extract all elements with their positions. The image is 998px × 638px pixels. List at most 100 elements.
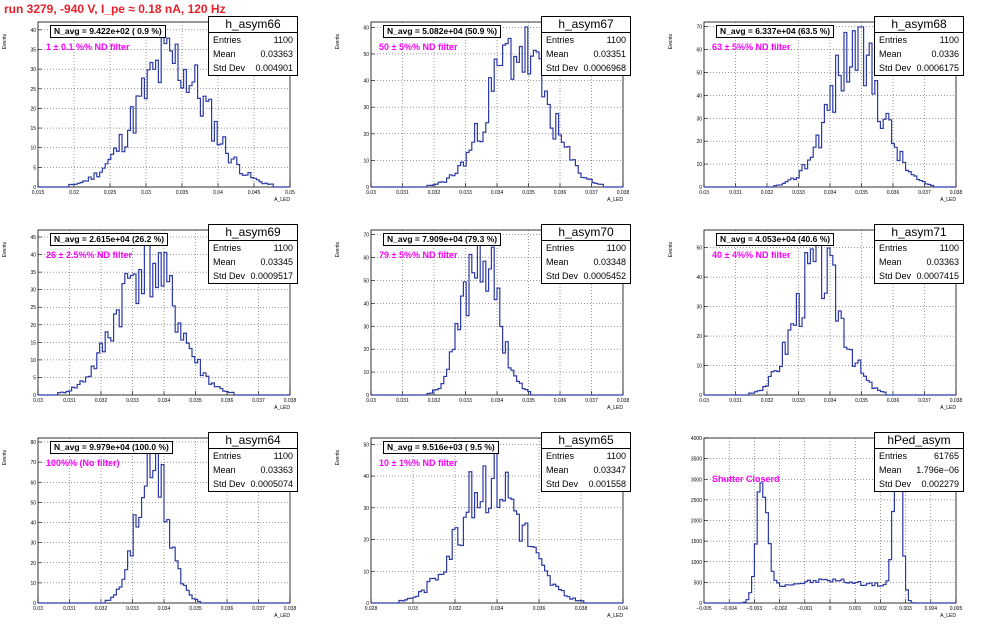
filter-label: 1 ± 0.1 %% ND filter bbox=[46, 42, 130, 52]
y-axis-label: Events bbox=[668, 34, 674, 50]
x-tick-label: 0.034 bbox=[491, 398, 504, 404]
stats-label-mean: Mean bbox=[546, 257, 569, 267]
navg-label: N_avg = 4.053e+04 (40.6 %) bbox=[716, 233, 835, 246]
x-tick-label: 0.037 bbox=[252, 606, 265, 612]
histogram-name: hPed_asym bbox=[875, 433, 963, 449]
x-tick-label: 0.03 bbox=[141, 190, 151, 196]
stats-box: h_asym70 Entries 1100 Mean 0.03348 Std Dev 0.0… bbox=[541, 224, 631, 284]
stats-row-entries: Entries 1100 bbox=[542, 449, 630, 463]
histogram-plot: 0.03 0.031 0.032 0.033 0.034 0.035 0.036 0.037 0… bbox=[668, 21, 963, 203]
y-axis-label: Events bbox=[2, 450, 8, 466]
y-tick-label: 35 bbox=[30, 48, 36, 54]
x-tick-label: 0.03 bbox=[366, 398, 376, 404]
run-title: run 3279, -940 V, I_pe ≈ 0.18 nA, 120 Hz bbox=[4, 2, 226, 16]
x-tick-label: 0.05 bbox=[285, 190, 295, 196]
histogram-name: h_asym71 bbox=[875, 225, 963, 241]
y-tick-label: 10 bbox=[30, 581, 36, 587]
y-tick-label: 2000 bbox=[691, 519, 702, 525]
navg-label: N_avg = 7.909e+04 (79.3 %) bbox=[383, 233, 502, 246]
y-tick-label: 0 bbox=[699, 393, 702, 399]
y-tick-label: 0 bbox=[366, 393, 369, 399]
stats-row-entries: Entries 1100 bbox=[542, 33, 630, 47]
panel-h-asym67: 0.03 0.031 0.032 0.033 0.034 0.035 0.036 0.037 0… bbox=[333, 14, 665, 222]
x-axis-label: A_LED bbox=[607, 197, 623, 203]
x-tick-label: 0.032 bbox=[449, 606, 462, 612]
stats-row-stddev: Std Dev 0.0005074 bbox=[209, 477, 297, 491]
stats-box: h_asym67 Entries 1100 Mean 0.03351 Std Dev 0.0… bbox=[541, 16, 631, 76]
y-tick-label: 40 bbox=[363, 301, 369, 307]
y-tick-label: 30 bbox=[363, 324, 369, 330]
histogram-line bbox=[704, 234, 956, 396]
stats-label-entries: Entries bbox=[879, 35, 908, 45]
stats-value-mean: 0.03345 bbox=[260, 257, 293, 267]
x-tick-label: −0.005 bbox=[696, 606, 712, 612]
y-tick-label: 10 bbox=[696, 162, 702, 168]
x-tick-label: 0.001 bbox=[849, 606, 862, 612]
x-tick-label: 0.038 bbox=[950, 398, 963, 404]
y-tick-label: 40 bbox=[696, 93, 702, 99]
panel-h-asym68: 0.03 0.031 0.032 0.033 0.034 0.035 0.036 0.037 0… bbox=[666, 14, 998, 222]
stats-row-mean: Mean 0.03345 bbox=[209, 255, 297, 269]
x-tick-label: 0.036 bbox=[554, 190, 567, 196]
y-tick-label: 20 bbox=[696, 334, 702, 340]
y-tick-label: 10 bbox=[363, 569, 369, 575]
y-tick-label: 60 bbox=[363, 256, 369, 262]
x-tick-label: 0.032 bbox=[428, 398, 441, 404]
x-tick-label: 0.031 bbox=[396, 190, 409, 196]
stats-value-stddev: 0.0007415 bbox=[916, 271, 959, 281]
x-tick-label: 0.032 bbox=[761, 398, 774, 404]
stats-value-mean: 0.03348 bbox=[593, 257, 626, 267]
navg-label: N_avg = 6.337e+04 (63.5 %) bbox=[716, 25, 835, 38]
histogram-line bbox=[371, 26, 623, 188]
stats-label-entries: Entries bbox=[879, 451, 908, 461]
stats-value-mean: 0.03351 bbox=[593, 49, 626, 59]
x-tick-label: 0.038 bbox=[950, 190, 963, 196]
x-tick-label: 0.032 bbox=[95, 398, 108, 404]
x-tick-label: 0.036 bbox=[554, 398, 567, 404]
x-tick-label: 0.038 bbox=[284, 398, 297, 404]
x-tick-label: 0.034 bbox=[158, 398, 171, 404]
x-tick-label: 0.037 bbox=[918, 398, 931, 404]
stats-row-stddev: Std Dev 0.0007415 bbox=[875, 269, 963, 283]
stats-row-stddev: Std Dev 0.0006968 bbox=[542, 61, 630, 75]
y-tick-label: 80 bbox=[30, 440, 36, 446]
histogram-grid: 0.015 0.02 0.025 0.03 0.035 0.04 0.045 0.05 0 5 10… bbox=[2, 14, 998, 619]
stats-box: h_asym71 Entries 1100 Mean 0.03363 Std Dev 0.0… bbox=[874, 224, 964, 284]
stats-row-mean: Mean 0.03351 bbox=[542, 47, 630, 61]
stats-value-mean: 0.03347 bbox=[593, 465, 626, 475]
y-tick-label: 0 bbox=[699, 185, 702, 191]
y-tick-label: 50 bbox=[363, 52, 369, 58]
x-tick-label: 0.034 bbox=[491, 606, 504, 612]
x-tick-label: 0.032 bbox=[95, 606, 108, 612]
histogram-name: h_asym64 bbox=[209, 433, 297, 449]
histogram-line bbox=[38, 442, 290, 604]
navg-label: N_avg = 9.422e+02 ( 0.9 %) bbox=[50, 25, 166, 38]
histogram-plot: 0.03 0.031 0.032 0.033 0.034 0.035 0.036 0.037 0… bbox=[335, 21, 629, 203]
x-tick-label: 0.033 bbox=[459, 190, 472, 196]
x-tick-label: 0.015 bbox=[32, 190, 45, 196]
y-tick-label: 50 bbox=[696, 246, 702, 252]
x-tick-label: 0.035 bbox=[522, 190, 535, 196]
y-axis-label: Events bbox=[668, 242, 674, 258]
stats-row-entries: Entries 1100 bbox=[875, 33, 963, 47]
x-tick-label: 0.033 bbox=[126, 398, 139, 404]
x-tick-label: 0.032 bbox=[761, 190, 774, 196]
histogram-plot: 0.028 0.03 0.032 0.034 0.036 0.038 0.04 0 10 20 30… bbox=[335, 437, 628, 619]
x-tick-label: 0.036 bbox=[533, 606, 546, 612]
y-tick-label: 25 bbox=[30, 87, 36, 93]
stats-label-mean: Mean bbox=[879, 257, 902, 267]
x-tick-label: 0.033 bbox=[459, 398, 472, 404]
x-tick-label: 0.03 bbox=[366, 190, 376, 196]
x-axis-label: A_LED bbox=[940, 613, 956, 619]
y-tick-label: 25 bbox=[30, 305, 36, 311]
x-tick-label: 0.035 bbox=[522, 398, 535, 404]
y-tick-label: 4000 bbox=[691, 436, 702, 442]
y-tick-label: 20 bbox=[363, 347, 369, 353]
stats-box: h_asym68 Entries 1100 Mean 0.0336 Std Dev 0.00… bbox=[874, 16, 964, 76]
filter-label: 26 ± 2.5%% ND filter bbox=[46, 250, 132, 260]
y-tick-label: 45 bbox=[30, 235, 36, 241]
stats-label-entries: Entries bbox=[213, 243, 242, 253]
x-tick-label: 0.036 bbox=[887, 398, 900, 404]
y-tick-label: 50 bbox=[696, 70, 702, 76]
x-tick-label: 0.03 bbox=[33, 398, 43, 404]
